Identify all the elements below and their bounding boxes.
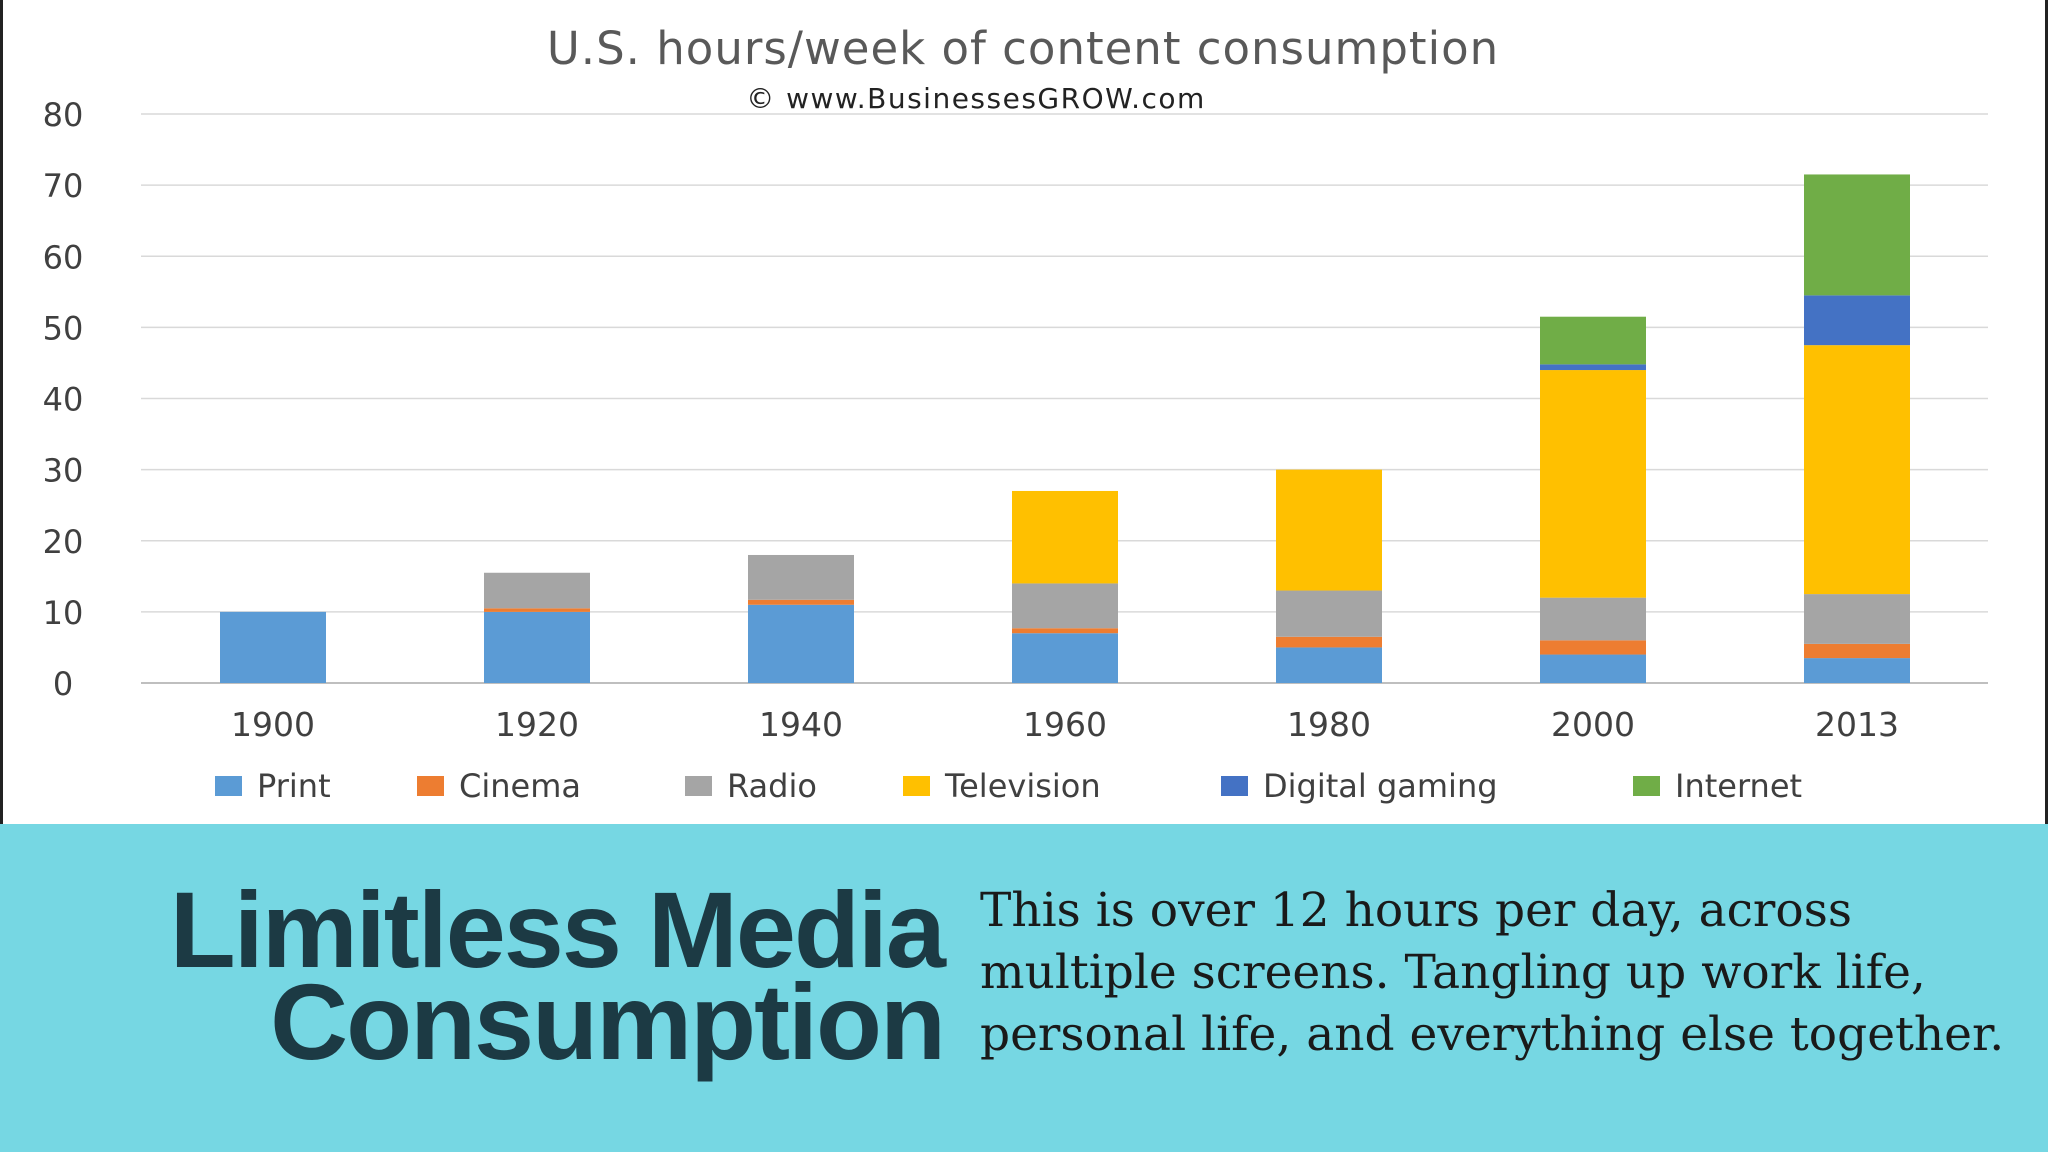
headline-line-1: Limitless Media (169, 869, 946, 990)
bar-print-1920 (484, 611, 590, 683)
blurb-line-1: This is over 12 hours per day, across (980, 883, 1852, 938)
bar-internet-2013 (1804, 174, 1910, 296)
legend-swatch-digital-gaming (1221, 776, 1248, 796)
legend-label-television: Television (944, 767, 1101, 805)
y-tick-label-60: 60 (43, 238, 84, 276)
bar-print-1940 (748, 604, 854, 683)
legend-label-print: Print (257, 767, 331, 805)
bar-digital-gaming-2000 (1540, 364, 1646, 371)
slide-headline: Limitless Media Consumption (169, 869, 946, 1082)
legend: Print Cinema Radio Television Digital gaming… (215, 767, 1802, 805)
legend-swatch-print (215, 776, 242, 796)
x-tick-label-2000: 2000 (1551, 705, 1635, 744)
chart-panel: 0 10 20 30 40 50 60 70 80 1900 1920 1940 1960 1980 200… (0, 0, 2048, 824)
y-tick-label-40: 40 (43, 381, 84, 419)
legend-label-internet: Internet (1675, 767, 1802, 805)
legend-label-radio: Radio (727, 767, 817, 805)
bar-radio-1980 (1276, 590, 1382, 637)
y-tick-label-0: 0 (53, 665, 73, 703)
blurb-line-3: personal life, and everything else toget… (980, 1007, 2005, 1062)
headline-line-2: Consumption (270, 961, 946, 1082)
x-tick-label-1920: 1920 (495, 705, 579, 744)
bar-digital-gaming-2013 (1804, 295, 1910, 346)
bar-print-1960 (1012, 633, 1118, 683)
bar-print-2000 (1540, 654, 1646, 683)
x-tick-label-1960: 1960 (1023, 705, 1107, 744)
bar-radio-1940 (748, 554, 854, 600)
y-tick-label-80: 80 (43, 96, 84, 134)
bar-print-1980 (1276, 647, 1382, 683)
x-tick-label-2013: 2013 (1815, 705, 1899, 744)
grid-lines (141, 113, 1988, 684)
bar-cinema-1980 (1276, 636, 1382, 648)
axis-labels: 0 10 20 30 40 50 60 70 80 1900 1920 1940 1960 1980 200… (43, 96, 1899, 744)
legend-swatch-television (903, 776, 930, 796)
bar-print-2013 (1804, 658, 1910, 683)
chart-title: U.S. hours/week of content consumption (547, 22, 1499, 75)
bar-cinema-1940 (748, 599, 854, 605)
slide-blurb: This is over 12 hours per day, across mu… (980, 880, 2020, 1066)
legend-label-cinema: Cinema (459, 767, 581, 805)
x-tick-label-1980: 1980 (1287, 705, 1371, 744)
bar-television-2000 (1540, 370, 1646, 598)
x-tick-label-1940: 1940 (759, 705, 843, 744)
legend-label-digital-gaming: Digital gaming (1263, 767, 1498, 805)
bar-cinema-1960 (1012, 628, 1118, 634)
y-tick-label-10: 10 (43, 594, 84, 632)
bar-radio-2000 (1540, 597, 1646, 641)
stacked-bar-chart: 0 10 20 30 40 50 60 70 80 1900 1920 1940 1960 1980 200… (43, 22, 1988, 805)
bar-television-1960 (1012, 490, 1118, 584)
chart-subtitle: © www.BusinessesGROW.com (746, 82, 1206, 115)
y-tick-label-30: 30 (43, 452, 84, 490)
y-tick-label-70: 70 (43, 167, 84, 205)
bar-radio-2013 (1804, 594, 1910, 644)
bar-radio-1960 (1012, 583, 1118, 629)
x-tick-label-1900: 1900 (231, 705, 315, 744)
bar-cinema-2000 (1540, 640, 1646, 655)
bar-internet-2000 (1540, 316, 1646, 365)
legend-swatch-cinema (417, 776, 444, 796)
legend-swatch-radio (685, 776, 712, 796)
caption-band: Limitless Media Consumption This is over… (0, 824, 2048, 1152)
bar-print-1900 (220, 611, 326, 683)
y-tick-label-20: 20 (43, 523, 84, 561)
blurb-line-2: multiple screens. Tangling up work life, (980, 945, 1926, 1000)
legend-swatch-internet (1633, 776, 1660, 796)
y-tick-label-50: 50 (43, 309, 84, 347)
bar-television-1980 (1276, 469, 1382, 591)
bar-radio-1920 (484, 572, 590, 609)
bar-television-2013 (1804, 345, 1910, 595)
bar-cinema-1920 (484, 608, 590, 612)
bars (220, 174, 1910, 683)
bar-cinema-2013 (1804, 643, 1910, 659)
